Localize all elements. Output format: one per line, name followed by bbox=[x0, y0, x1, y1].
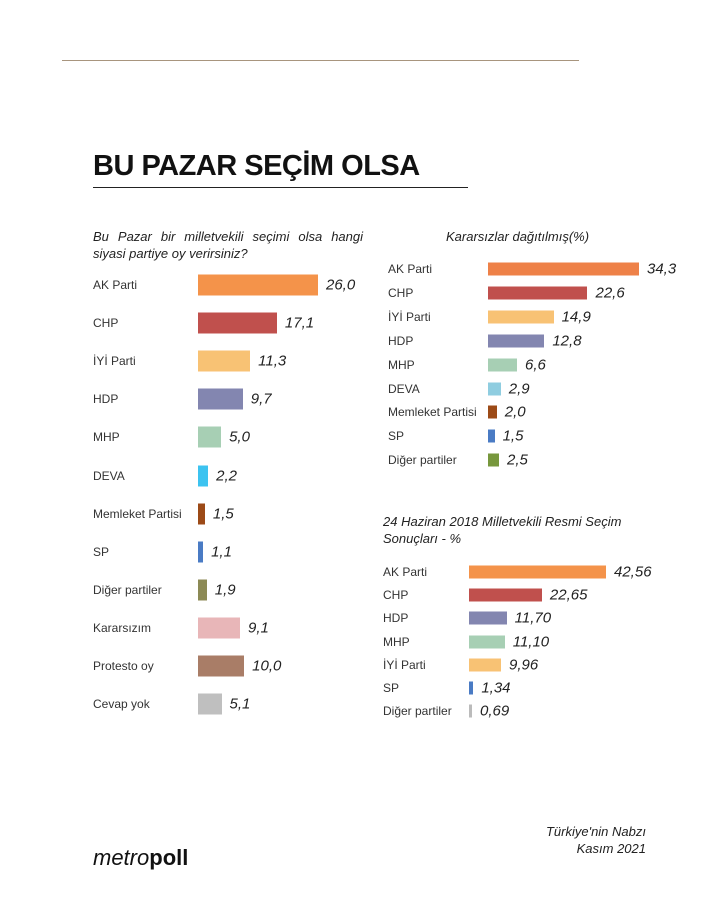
value-label: 17,1 bbox=[284, 314, 315, 332]
value-label: 34,3 bbox=[647, 260, 677, 278]
value-label: 9,7 bbox=[250, 390, 272, 408]
logo-light-text: metro bbox=[93, 845, 150, 870]
bar bbox=[488, 382, 501, 395]
value-label: 2,9 bbox=[508, 380, 530, 397]
category-label: Diğer partiler bbox=[383, 704, 452, 719]
value-label: 5,0 bbox=[229, 428, 250, 446]
category-label: Kararsızım bbox=[93, 620, 152, 635]
category-label: CHP bbox=[93, 316, 119, 331]
bar bbox=[488, 262, 639, 276]
bar bbox=[198, 350, 251, 372]
category-label: Protesto oy bbox=[93, 659, 154, 673]
bar bbox=[469, 635, 505, 649]
bar bbox=[198, 465, 209, 486]
value-label: 9,96 bbox=[509, 656, 539, 674]
category-label: CHP bbox=[388, 285, 414, 300]
bar bbox=[469, 704, 472, 718]
value-label: 12,8 bbox=[552, 332, 582, 350]
bar bbox=[469, 681, 474, 695]
value-label: 14,9 bbox=[561, 308, 591, 326]
category-label: MHP bbox=[383, 634, 410, 649]
value-label: 22,65 bbox=[549, 586, 588, 604]
value-label: 2,2 bbox=[216, 467, 237, 484]
category-label: Memleket Partisi bbox=[93, 506, 182, 521]
value-label: 6,6 bbox=[525, 356, 546, 374]
category-label: SP bbox=[93, 544, 110, 559]
value-label: 1,1 bbox=[211, 543, 232, 561]
category-label: Memleket Partisi bbox=[388, 405, 477, 420]
value-label: 22,6 bbox=[595, 284, 625, 302]
value-label: 10,0 bbox=[252, 657, 282, 675]
chart1-title: Bu Pazar bir milletvekili seçimi olsa ha… bbox=[93, 229, 363, 261]
category-label: MHP bbox=[93, 430, 120, 445]
bar bbox=[488, 453, 499, 467]
value-label: 9,1 bbox=[248, 619, 269, 637]
category-label: DEVA bbox=[388, 381, 420, 396]
category-label: AK Parti bbox=[93, 278, 138, 292]
value-label: 1,5 bbox=[502, 427, 524, 445]
value-label: 2,5 bbox=[507, 451, 528, 469]
bar bbox=[488, 405, 497, 419]
source-note: Türkiye'nin Nabzı Kasım 2021 bbox=[546, 823, 646, 857]
bar bbox=[488, 310, 554, 324]
bar bbox=[469, 611, 507, 625]
bar bbox=[198, 617, 240, 639]
source-line-2: Kasım 2021 bbox=[576, 841, 646, 856]
category-label: İYİ Parti bbox=[388, 309, 431, 324]
value-label: 42,56 bbox=[614, 563, 652, 581]
value-label: 11,70 bbox=[514, 609, 552, 627]
category-label: AK Parti bbox=[388, 262, 433, 276]
category-label: DEVA bbox=[93, 468, 125, 483]
bar bbox=[198, 579, 207, 601]
value-label: 11,3 bbox=[258, 352, 287, 370]
chart2-title: Kararsızlar dağıtılmış(%) bbox=[446, 229, 590, 244]
bar bbox=[198, 693, 222, 715]
value-label: 26,0 bbox=[326, 276, 356, 294]
bar bbox=[488, 286, 588, 300]
value-label: 1,9 bbox=[214, 581, 236, 599]
value-label: 2,0 bbox=[504, 403, 526, 421]
bar bbox=[488, 358, 518, 372]
category-label: Diğer partiler bbox=[388, 453, 457, 468]
category-label: SP bbox=[388, 429, 405, 444]
value-label: 1,5 bbox=[212, 505, 234, 523]
bar bbox=[198, 426, 222, 448]
category-label: MHP bbox=[388, 357, 415, 372]
bar bbox=[488, 429, 495, 443]
bar bbox=[469, 588, 542, 602]
category-label: HDP bbox=[388, 333, 414, 348]
title-underline bbox=[93, 187, 468, 188]
source-line-1: Türkiye'nin Nabzı bbox=[545, 824, 646, 839]
bar bbox=[198, 655, 245, 677]
chart3-title: 24 Haziran 2018 Milletvekili Resmi Seçim… bbox=[383, 514, 622, 546]
bar bbox=[488, 334, 545, 348]
category-label: İYİ Parti bbox=[383, 657, 426, 672]
category-label: SP bbox=[383, 681, 400, 695]
metropoll-logo: metropoll bbox=[93, 845, 188, 871]
category-label: HDP bbox=[383, 611, 409, 626]
page-title: BU PAZAR SEÇİM OLSA bbox=[93, 150, 420, 182]
bar bbox=[198, 312, 277, 334]
value-label: 11,10 bbox=[512, 633, 550, 651]
category-label: CHP bbox=[383, 588, 409, 603]
category-label: Cevap yok bbox=[93, 697, 150, 712]
category-label: AK Parti bbox=[383, 565, 428, 579]
category-label: HDP bbox=[93, 392, 119, 407]
bar bbox=[198, 541, 204, 563]
bar bbox=[469, 658, 502, 672]
value-label: 1,34 bbox=[481, 679, 511, 697]
bar bbox=[469, 565, 606, 579]
value-label: 0,69 bbox=[480, 702, 510, 720]
value-label: 5,1 bbox=[229, 695, 251, 713]
category-label: Diğer partiler bbox=[93, 582, 162, 597]
logo-bold-text: poll bbox=[149, 845, 189, 870]
bar bbox=[198, 503, 205, 525]
category-label: İYİ Parti bbox=[93, 354, 136, 369]
bar bbox=[198, 274, 318, 296]
top-divider bbox=[62, 60, 579, 61]
bar bbox=[198, 388, 243, 410]
